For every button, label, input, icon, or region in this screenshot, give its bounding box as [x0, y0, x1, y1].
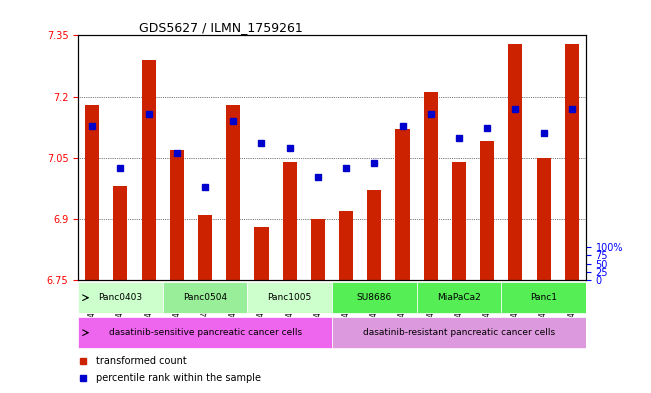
Bar — [424, 92, 437, 280]
Bar — [283, 162, 297, 280]
Bar — [564, 44, 579, 280]
Text: Panc1: Panc1 — [530, 293, 557, 302]
FancyBboxPatch shape — [417, 282, 501, 314]
Bar — [452, 162, 466, 280]
Bar — [85, 105, 99, 280]
Bar — [170, 150, 184, 280]
Bar — [339, 211, 353, 280]
FancyBboxPatch shape — [78, 282, 163, 314]
Bar — [311, 219, 325, 280]
Bar — [113, 186, 128, 280]
FancyBboxPatch shape — [78, 317, 332, 349]
FancyBboxPatch shape — [247, 282, 332, 314]
Bar — [367, 191, 381, 280]
Bar — [255, 227, 268, 280]
Text: dasatinib-resistant pancreatic cancer cells: dasatinib-resistant pancreatic cancer ce… — [363, 328, 555, 337]
Text: GDS5627 / ILMN_1759261: GDS5627 / ILMN_1759261 — [139, 21, 303, 34]
Bar — [480, 141, 494, 280]
FancyBboxPatch shape — [332, 317, 586, 349]
Text: Panc0504: Panc0504 — [183, 293, 227, 302]
Bar — [536, 158, 551, 280]
FancyBboxPatch shape — [501, 282, 586, 314]
FancyBboxPatch shape — [163, 282, 247, 314]
Text: percentile rank within the sample: percentile rank within the sample — [96, 373, 261, 383]
Text: Panc1005: Panc1005 — [268, 293, 312, 302]
Text: SU8686: SU8686 — [357, 293, 392, 302]
FancyBboxPatch shape — [332, 282, 417, 314]
Bar — [508, 44, 522, 280]
Bar — [198, 215, 212, 280]
Text: transformed count: transformed count — [96, 356, 187, 365]
Bar — [227, 105, 240, 280]
Text: MiaPaCa2: MiaPaCa2 — [437, 293, 481, 302]
Bar — [141, 60, 156, 280]
Bar — [395, 129, 409, 280]
Text: dasatinib-sensitive pancreatic cancer cells: dasatinib-sensitive pancreatic cancer ce… — [109, 328, 301, 337]
Text: Panc0403: Panc0403 — [98, 293, 143, 302]
